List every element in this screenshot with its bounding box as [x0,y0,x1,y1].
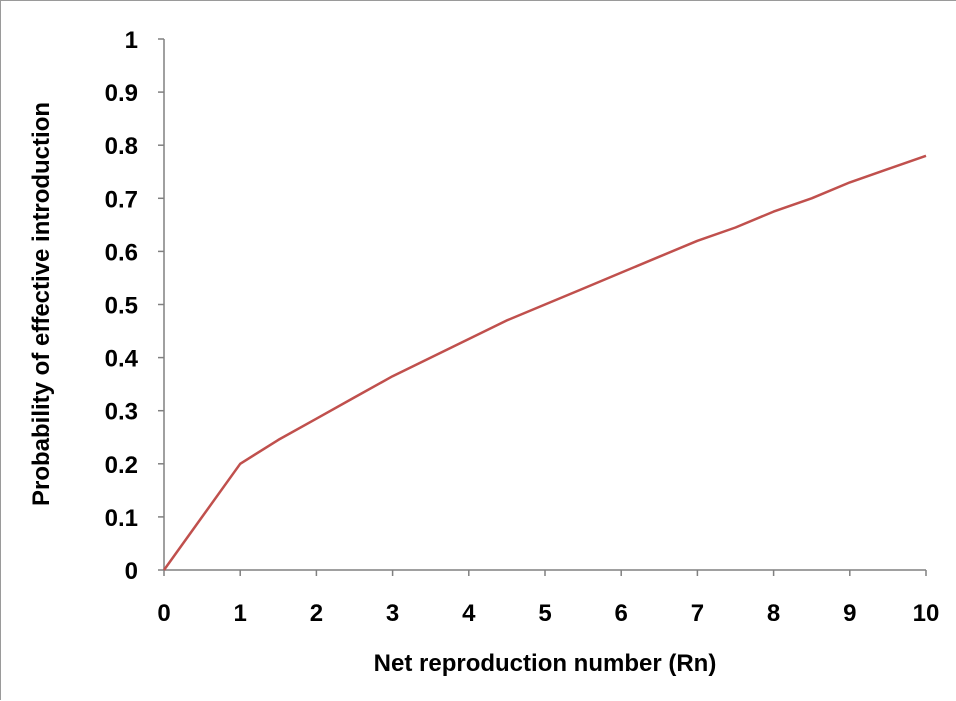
y-tick-label: 0.8 [105,133,138,160]
x-tick-label: 0 [157,600,170,627]
series-line [162,154,927,571]
y-tick-label: 0.2 [105,452,138,479]
y-tick-label: 0.6 [105,239,138,266]
x-tick-label: 6 [615,600,628,627]
x-axis-title: Net reproduction number (Rn) [374,650,717,677]
x-tick-label: 10 [913,600,940,627]
series-layer [162,154,927,571]
x-tick-label: 4 [462,600,476,627]
y-ticks: 0 0.1 0.2 0.3 0.4 0.5 0.6 0.7 0.8 0.9 1 [105,27,164,585]
y-axis-title: Probability of effective introduction [28,102,55,506]
x-ticks: 0 1 2 3 4 5 6 7 8 9 10 [157,570,939,627]
x-tick-label: 1 [234,600,247,627]
x-tick-label: 5 [538,600,551,627]
y-tick-label: 0.4 [105,346,139,373]
x-tick-label: 7 [691,600,704,627]
y-tick-label: 0.3 [105,399,138,426]
y-tick-label: 0.9 [105,80,138,107]
y-tick-label: 0.5 [105,293,138,320]
x-tick-label: 2 [310,600,323,627]
y-tick-label: 0 [125,558,138,585]
x-tick-label: 8 [767,600,780,627]
y-tick-label: 1 [125,27,138,54]
x-tick-label: 3 [386,600,399,627]
y-tick-label: 0.7 [105,186,138,213]
y-tick-label: 0.1 [105,505,138,532]
x-tick-label: 9 [843,600,856,627]
